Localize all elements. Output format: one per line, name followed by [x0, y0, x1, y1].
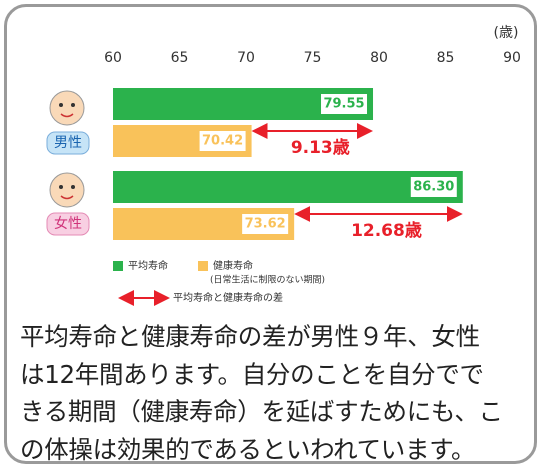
legend: 平均寿命 健康寿命 (日常生活に制限のない期間) 平均寿命と健康寿命の差	[113, 259, 325, 304]
legend-swatch	[198, 261, 208, 271]
value-label: 70.42	[202, 134, 243, 149]
caption-line: 平均寿命と健康寿命の差が男性９年、女性	[20, 318, 535, 356]
x-tick-label: 80	[370, 50, 388, 66]
caption-line: は12年間あります。自分のことを自分でで	[20, 356, 535, 394]
caption-line: きる期間（健康寿命）を延ばすためにも、こ	[20, 393, 535, 431]
x-tick-label: 75	[304, 50, 322, 66]
legend-note: (日常生活に制限のない期間)	[210, 274, 325, 286]
x-tick-label: 85	[437, 50, 455, 66]
chart: (歳) 平均寿命 健康寿命 (日常生活に制限のない期間) 平均寿命と健康寿命の差…	[0, 0, 547, 320]
value-label: 79.55	[323, 97, 364, 112]
legend-label: 平均寿命と健康寿命の差	[173, 291, 283, 304]
x-tick-label: 65	[171, 50, 189, 66]
value-label: 86.30	[413, 180, 454, 195]
caption: 平均寿命と健康寿命の差が男性９年、女性 は12年間あります。自分のことを自分でで…	[20, 318, 535, 468]
category-label: 男性	[54, 135, 82, 151]
legend-label: 平均寿命	[128, 259, 168, 272]
caption-line: の体操は効果的であるといわれています。	[20, 431, 535, 469]
difference-label: 9.13歳	[291, 137, 350, 158]
x-tick-label: 70	[237, 50, 255, 66]
difference-label: 12.68歳	[351, 220, 422, 241]
value-label: 73.62	[245, 217, 286, 232]
legend-label: 健康寿命	[213, 259, 253, 272]
x-axis-label: (歳)	[494, 25, 519, 41]
category-label: 女性	[54, 215, 82, 232]
x-tick-label: 90	[503, 50, 521, 66]
x-tick-label: 60	[104, 50, 122, 66]
bar	[113, 171, 463, 203]
page: (歳) 平均寿命 健康寿命 (日常生活に制限のない期間) 平均寿命と健康寿命の差…	[0, 0, 547, 472]
legend-swatch	[113, 261, 123, 271]
